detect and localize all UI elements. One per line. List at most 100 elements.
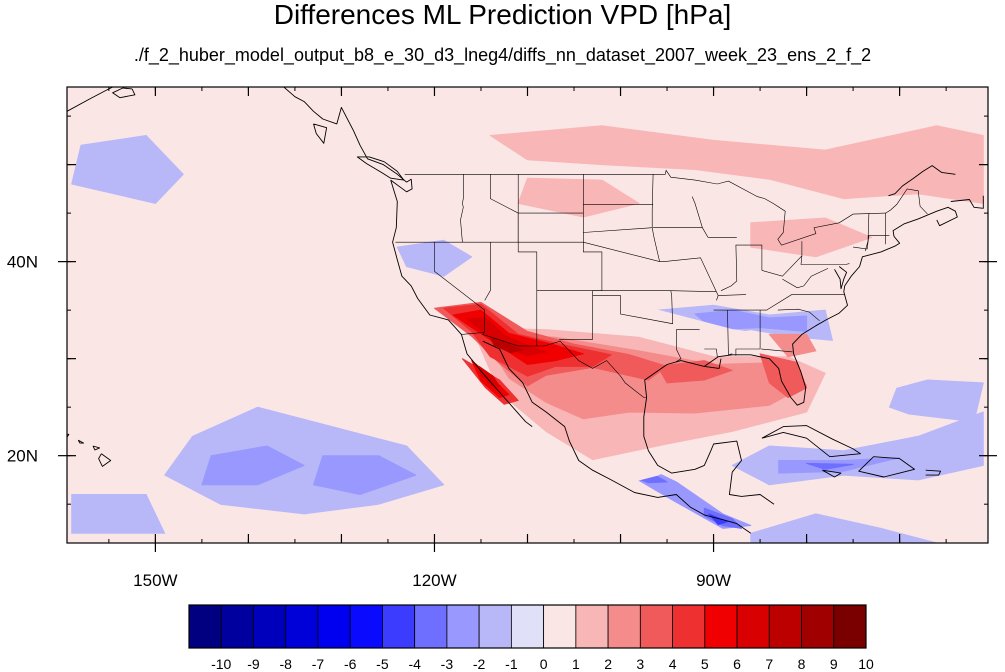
contour-region-24: [750, 217, 873, 258]
coastline-5: [858, 456, 915, 478]
boundary-line-35: [728, 353, 733, 356]
colorbar-swatch: [833, 604, 867, 649]
contour-region-3: [313, 455, 417, 495]
boundary-line-25: [853, 235, 890, 250]
colorbar-swatch: [801, 604, 835, 649]
chart-title: Differences ML Prediction VPD [hPa]: [273, 0, 732, 30]
colorbar-swatch: [639, 604, 673, 649]
boundary-line-15: [675, 329, 682, 362]
boundary-line-13: [651, 174, 660, 262]
x-tick-label: 150W: [133, 571, 177, 590]
boundary-line-18: [704, 348, 718, 357]
coastline-13: [112, 87, 136, 99]
colorbar-swatch: [349, 604, 383, 649]
boundary-line-30: [718, 294, 747, 296]
boundary-line-24: [800, 241, 850, 265]
coastline-16: [313, 123, 328, 144]
coastline-17: [704, 358, 722, 369]
colorbar-swatch: [704, 604, 738, 649]
colorbar-label: 3: [636, 656, 644, 672]
boundary-line-14: [592, 290, 673, 325]
chart-subtitle: ./f_2_huber_model_output_b8_e_30_d3_lneg…: [133, 45, 872, 65]
coastline-8: [98, 453, 112, 467]
colorbar-label: -6: [344, 656, 357, 672]
boundary-line-31: [782, 268, 829, 289]
colorbar-swatch: [672, 604, 706, 649]
boundary-line-22: [777, 308, 820, 322]
y-tick-label: 40N: [7, 253, 38, 272]
colorbar-label: 1: [572, 656, 580, 672]
colorbar-label: -9: [247, 656, 260, 672]
contour-region-19: [192, 285, 324, 379]
colorbar-swatch: [478, 604, 512, 649]
contour-region-40: [489, 336, 524, 354]
colorbar-label: -5: [376, 656, 389, 672]
boundary-line-1: [461, 332, 647, 398]
boundary-line-7: [559, 174, 603, 340]
coastline-0: [390, 179, 533, 427]
coastline-3: [644, 206, 958, 406]
contour-region-10: [806, 462, 854, 470]
contour-region-32: [657, 360, 733, 384]
colorbar-swatch: [768, 604, 802, 649]
boundary-line-20: [735, 310, 761, 356]
colorbar-label: -8: [279, 656, 292, 672]
boundary-line-3: [434, 242, 486, 333]
colorbar-swatch: [253, 604, 287, 649]
boundary-line-33: [691, 196, 709, 238]
colorbar-label: 7: [765, 656, 773, 672]
coastline-18: [834, 266, 848, 290]
coastline-7: [925, 469, 942, 476]
contour-region-20: [108, 222, 240, 272]
boundary-line-12: [583, 227, 653, 233]
boundary-line-0: [404, 169, 928, 246]
boundary-line-10: [536, 290, 717, 292]
colorbar-swatch: [317, 604, 351, 649]
coastline-20: [950, 195, 984, 209]
colorbar-label: 10: [858, 656, 874, 672]
x-tick-label: 90W: [696, 571, 731, 590]
coastline-4: [761, 425, 861, 458]
contour-region-16: [750, 513, 938, 543]
colorbar-label: 8: [798, 656, 806, 672]
colorbar-label: 5: [701, 656, 709, 672]
contour-region-39: [478, 365, 501, 388]
colorbar-label: -1: [505, 656, 518, 672]
boundary-line-26: [864, 213, 870, 252]
contour-region-18: [71, 406, 156, 466]
boundary-line-6: [489, 174, 519, 243]
colorbar-swatch: [220, 604, 254, 649]
map-axes: 150W 120W 90W 40N 20N: [7, 86, 997, 590]
coastline-10: [77, 439, 85, 444]
contour-region-23: [517, 177, 640, 218]
coastline-9: [92, 445, 101, 451]
colorbar-swatch: [543, 604, 577, 649]
boundary-line-4: [460, 203, 464, 243]
coastline-14: [283, 87, 413, 193]
colorbar-swatch: [382, 604, 416, 649]
colorbar-label: 0: [540, 656, 548, 672]
colorbar-swatch: [446, 604, 480, 649]
contour-region-2: [201, 445, 305, 486]
colorbar-label: -2: [473, 656, 486, 672]
colorbar-frame: [188, 604, 867, 649]
boundary-line-21: [760, 348, 793, 353]
colorbar-swatch: [575, 604, 609, 649]
colorbar-label: -3: [441, 656, 454, 672]
contour-region-22: [489, 125, 984, 204]
map-field: [67, 87, 988, 543]
colorbar-swatch: [736, 604, 770, 649]
contour-region-33: [759, 353, 808, 398]
contour-region-0: [71, 135, 184, 204]
colorbar-label: -10: [211, 656, 231, 672]
y-tick-label: 20N: [7, 447, 38, 466]
colorbar: -10 -9 -8 -7 -6 -5 -4 -3 -2 -1 0 1 2 3 4 5 6 7 8 9 10: [188, 604, 874, 672]
colorbar-label: -4: [408, 656, 421, 672]
coastline-2: [643, 397, 775, 505]
boundary-line-23: [720, 244, 763, 291]
coastline-19: [888, 165, 956, 197]
contour-region-15: [708, 513, 728, 526]
coastline-1: [482, 340, 752, 534]
coastline-6: [822, 469, 842, 478]
